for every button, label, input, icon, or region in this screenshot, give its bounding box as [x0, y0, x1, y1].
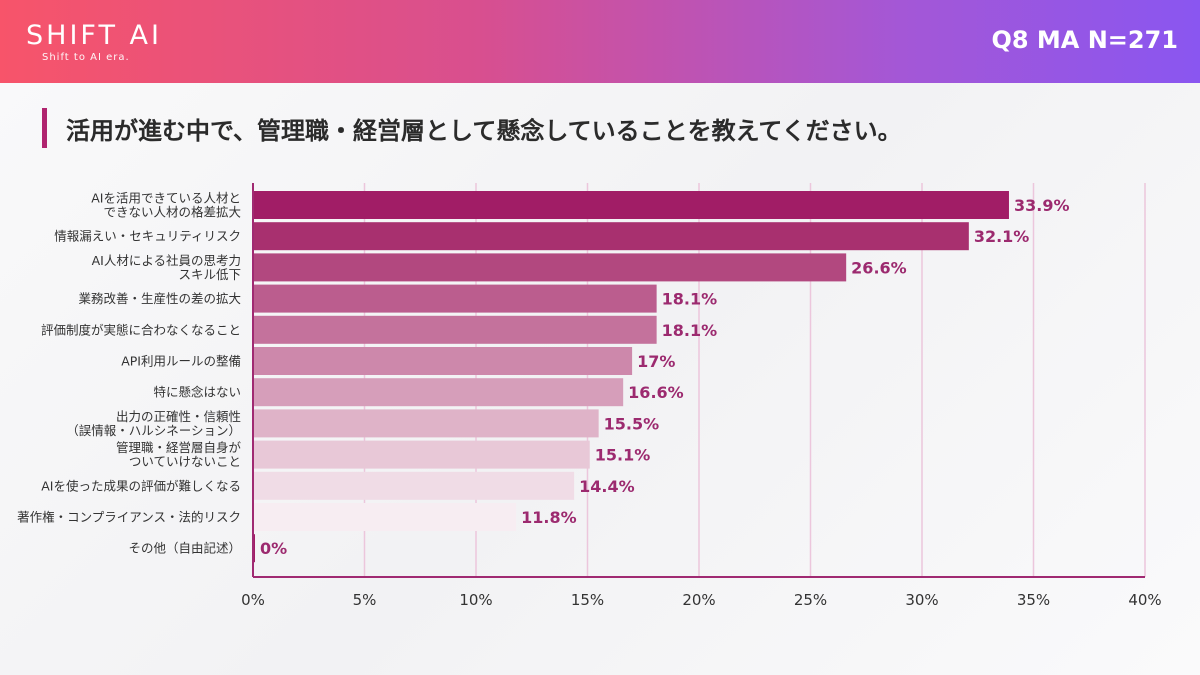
value-label: 33.9% — [1014, 196, 1070, 215]
value-label: 14.4% — [579, 477, 635, 496]
bar — [253, 471, 575, 500]
value-label: 0% — [260, 539, 287, 558]
x-tick-labels: 0% 5% 10% 15% 20% 25% 30% 35% 40% — [241, 591, 1162, 609]
category-label: 管理職・経営層自身がついていけないこと — [116, 440, 242, 469]
bar — [253, 503, 517, 531]
x-tick-label: 25% — [794, 591, 827, 609]
bar — [253, 253, 847, 282]
category-label: 出力の正確性・信頼性（誤情報・ハルシネーション） — [66, 409, 241, 438]
x-tick-label: 10% — [459, 591, 492, 609]
brand-logo: SHIFT AI — [26, 20, 162, 51]
category-label: 評価制度が実態に合わなくなること — [41, 322, 241, 337]
title-accent-bar — [42, 108, 47, 148]
value-label: 32.1% — [974, 227, 1030, 246]
bar — [253, 222, 969, 251]
x-tick-label: 20% — [682, 591, 715, 609]
category-label: 情報漏えい・セキュリティリスク — [54, 229, 241, 244]
brand-tagline: Shift to AI era. — [42, 52, 130, 63]
axes — [252, 183, 1145, 578]
page-title: 活用が進む中で、管理職・経営層として懸念していることを教えてください。 — [66, 117, 902, 145]
bar — [253, 409, 599, 438]
value-label: 18.1% — [662, 321, 718, 340]
value-label: 18.1% — [662, 290, 718, 309]
value-label: 15.1% — [595, 446, 651, 465]
value-label: 26.6% — [851, 258, 907, 277]
bar — [253, 347, 633, 375]
x-tick-label: 15% — [571, 591, 604, 609]
x-tick-label: 0% — [241, 591, 265, 609]
category-label: AIを使った成果の評価が難しくなる — [41, 478, 241, 493]
bar — [253, 315, 657, 344]
question-info: Q8 MA N=271 — [991, 26, 1178, 54]
category-label: AI人材による社員の思考力スキル低下 — [92, 253, 241, 282]
bar — [253, 440, 590, 469]
value-labels: 33.9% 32.1% 26.6% 18.1% 18.1% 17% 16.6% 15.5% 15… — [260, 196, 1069, 558]
header-banner: SHIFT AI Shift to AI era. Q8 MA N=271 — [0, 0, 1200, 83]
x-tick-label: 40% — [1128, 591, 1161, 609]
bar — [253, 378, 624, 407]
value-label: 16.6% — [628, 383, 684, 402]
category-label: その他（自由記述） — [128, 541, 241, 556]
bars — [253, 191, 1009, 563]
category-label: 特に懸念はない — [153, 385, 241, 400]
category-label: AIを活用できている人材とできない人材の格差拡大 — [91, 191, 241, 220]
value-label: 11.8% — [521, 508, 577, 527]
category-label: 業務改善・生産性の差の拡大 — [78, 291, 241, 306]
x-tick-label: 30% — [905, 591, 938, 609]
bar — [253, 191, 1009, 219]
category-label: API利用ルールの整備 — [121, 354, 241, 369]
x-tick-label: 5% — [353, 591, 377, 609]
value-label: 15.5% — [604, 414, 660, 433]
value-label: 17% — [637, 352, 675, 371]
category-label: 著作権・コンプライアンス・法的リスク — [17, 510, 241, 525]
x-tick-label: 35% — [1017, 591, 1050, 609]
bar — [253, 284, 657, 313]
